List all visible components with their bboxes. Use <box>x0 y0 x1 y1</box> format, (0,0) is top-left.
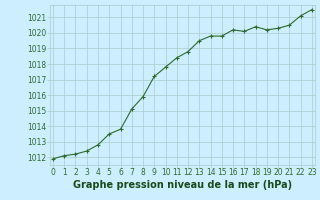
X-axis label: Graphe pression niveau de la mer (hPa): Graphe pression niveau de la mer (hPa) <box>73 180 292 190</box>
